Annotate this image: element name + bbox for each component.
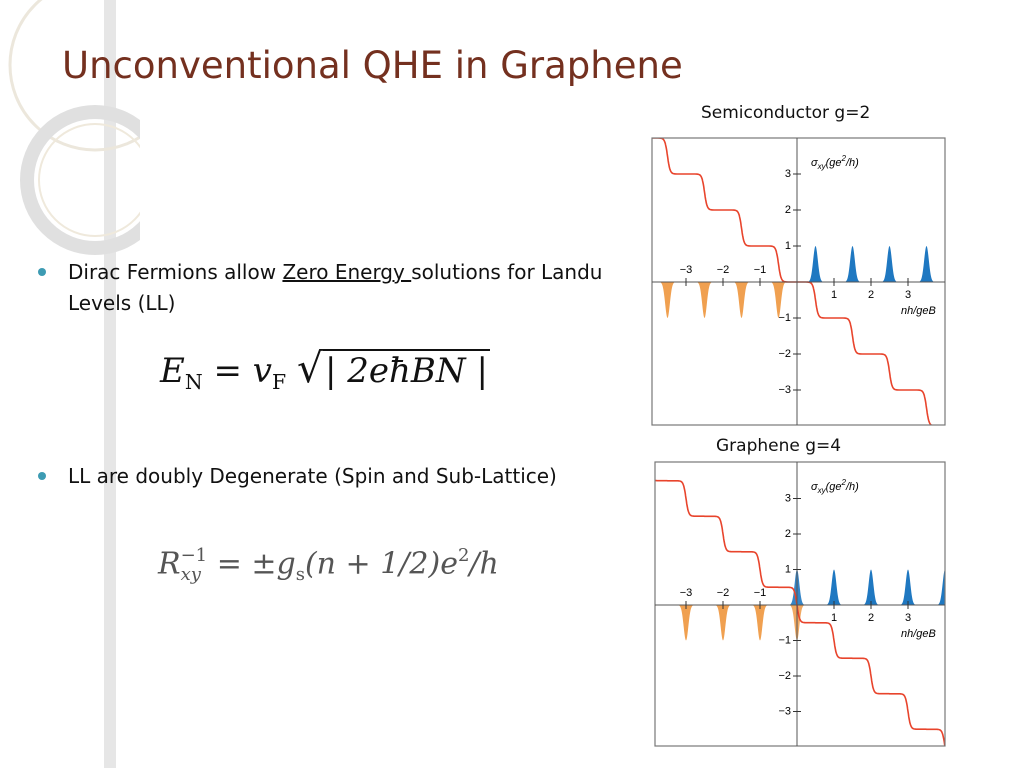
x-axis-label: nh/geB [901, 305, 936, 317]
y-tick-label: 1 [785, 563, 791, 575]
bullet: Dirac Fermions allow Zero Energy solutio… [38, 257, 628, 319]
density-peak [711, 605, 735, 641]
x-tick-label: 2 [868, 289, 874, 301]
x-tick-label: −1 [754, 587, 767, 599]
density-peak [878, 246, 901, 282]
density-peak [822, 569, 845, 605]
y-label-part: xy [817, 486, 827, 495]
y-tick-label: 2 [785, 528, 791, 540]
eq-symbol: (n + 1/2)e [304, 546, 458, 582]
y-tick-label: −3 [778, 705, 791, 717]
bullet-text: LL are doubly Degenerate (Spin and Sub-L… [68, 464, 557, 488]
bullet-text: solutions for Landu Levels (LL) [68, 260, 603, 315]
density-peak [841, 246, 864, 282]
y-tick-label: −3 [778, 384, 791, 396]
equation: R −1 xy = ±gs(n + 1/2)e2/h [158, 545, 499, 585]
x-tick-label: −2 [717, 587, 730, 599]
y-tick-label: 1 [785, 240, 791, 252]
density-peak [859, 569, 883, 605]
density-peak [989, 246, 1011, 282]
y-tick-label: −1 [778, 312, 791, 324]
eq-radicand: | 2eħBN | [322, 349, 490, 391]
eq-sub: s [295, 563, 305, 585]
x-tick-label: 2 [868, 612, 874, 624]
eq-radical: √ [296, 344, 323, 392]
y-label-part: 2 [841, 154, 847, 163]
ring [8, 0, 140, 152]
y-tick-label: 3 [785, 492, 791, 504]
x-tick-label: 1 [831, 289, 837, 301]
eq-indices: −1 xy [180, 544, 208, 585]
density-peak [656, 282, 679, 318]
bullet-text: Dirac Fermions allow [68, 260, 283, 284]
density-peak [655, 605, 661, 607]
y-label-part: (ge [826, 481, 842, 493]
y-tick-label: 2 [785, 204, 791, 216]
x-tick-label: 3 [905, 289, 911, 301]
x-tick-label: −1 [754, 264, 767, 276]
y-label-part: /h) [845, 157, 859, 169]
density-peak [693, 282, 716, 318]
y-label-part: σ [811, 157, 818, 169]
y-label-part: (ge [826, 157, 842, 169]
y-tick-label: 3 [785, 168, 791, 180]
y-axis-label: σxy(ge2/h) [811, 478, 859, 495]
ring [20, 105, 140, 255]
density-peak [674, 605, 698, 641]
figure-caption: Semiconductor g=2 [701, 103, 871, 123]
eq-symbol: R [158, 546, 181, 582]
eq-sup: 2 [457, 545, 470, 566]
y-label-part: /h) [845, 481, 859, 493]
density-peak [804, 246, 827, 282]
y-tick-label: −1 [778, 634, 791, 646]
x-tick-label: 1 [831, 612, 837, 624]
eq-sub: xy [180, 563, 201, 585]
eq-symbol: /h [469, 546, 499, 582]
bullet: LL are doubly Degenerate (Spin and Sub-L… [38, 461, 648, 492]
eq-sub: N [184, 370, 203, 395]
y-label-part: σ [811, 481, 818, 493]
eq-symbol: E [160, 351, 185, 391]
equation: EN = vF √| 2eħBN | [160, 344, 490, 394]
eq-sub: F [272, 370, 287, 395]
eq-symbol: ±g [251, 546, 296, 582]
eq-op: = [213, 351, 242, 391]
eq-op: = [216, 546, 242, 582]
bullet-underlined: Zero Energy [282, 260, 412, 284]
density-peak [933, 569, 945, 605]
slide-title: Unconventional QHE in Graphene [62, 44, 683, 87]
x-tick-label: −3 [680, 264, 693, 276]
y-tick-label: −2 [778, 348, 791, 360]
density-peak [896, 569, 920, 605]
density-peak [748, 605, 771, 641]
frame [654, 461, 946, 747]
density-peak [971, 570, 993, 606]
x-tick-label: 3 [905, 612, 911, 624]
density-peak [767, 282, 790, 318]
density-peak [915, 246, 938, 282]
density-peak [601, 605, 623, 641]
y-axis-label: σxy(ge2/h) [811, 154, 859, 171]
y-label-part: xy [817, 162, 827, 171]
y-label-part: 2 [841, 478, 847, 487]
density-peak [619, 282, 641, 318]
density-peak [952, 246, 974, 282]
x-tick-label: −3 [680, 587, 693, 599]
x-axis-label: nh/geB [901, 628, 936, 640]
figure-caption: Graphene g=4 [716, 436, 842, 456]
density-peak [730, 282, 753, 318]
x-tick-label: −2 [717, 264, 730, 276]
eq-sup: −1 [180, 544, 208, 566]
ring [38, 123, 140, 237]
y-tick-label: −2 [778, 670, 791, 682]
eq-symbol: v [252, 351, 273, 391]
decoration [8, 0, 140, 768]
side-bar [104, 0, 116, 768]
